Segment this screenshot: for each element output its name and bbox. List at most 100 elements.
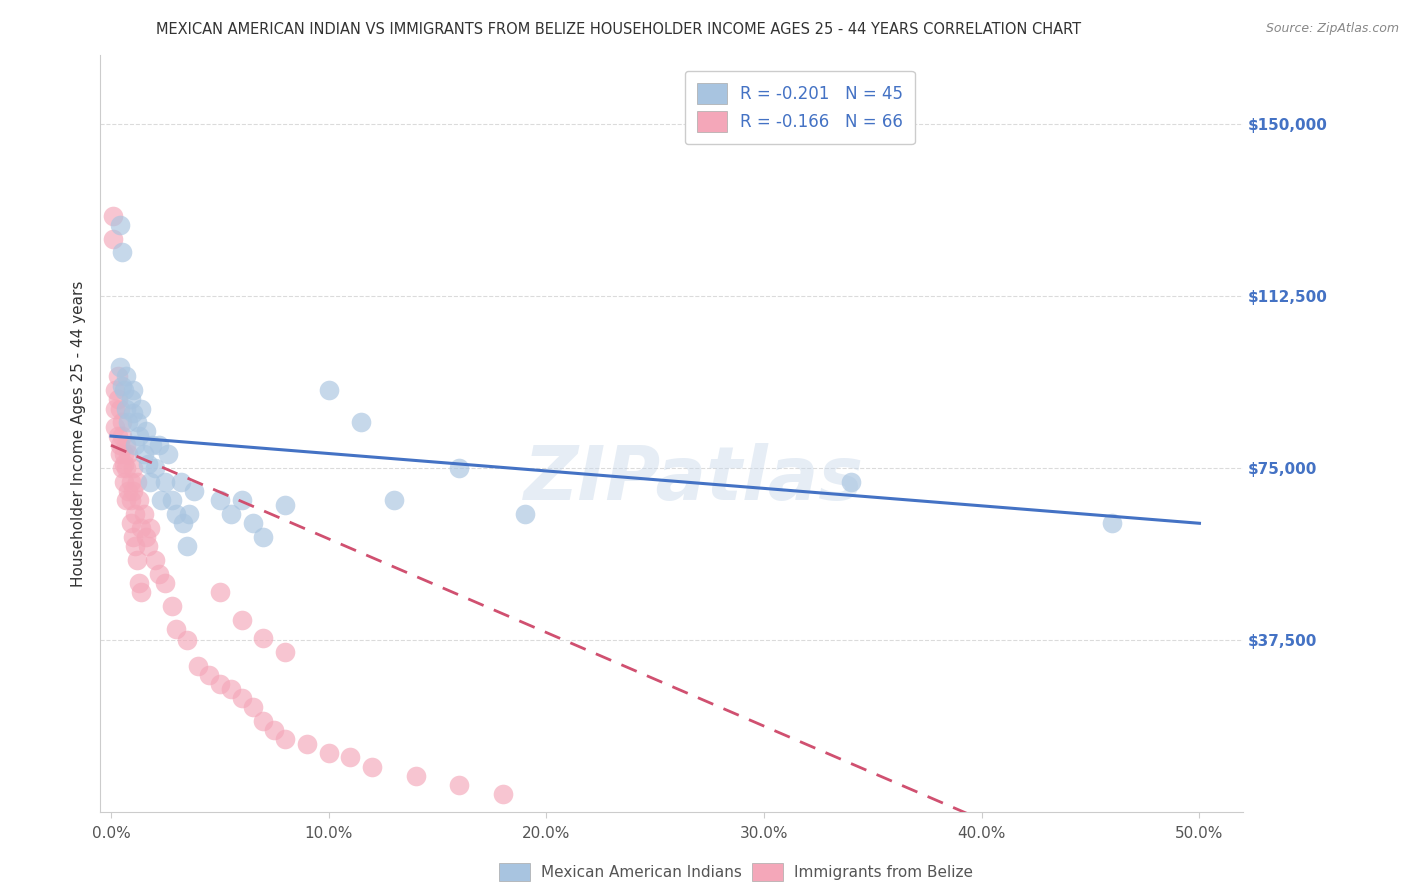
Point <box>513 507 536 521</box>
Point <box>176 539 198 553</box>
Point <box>141 438 163 452</box>
Point <box>132 447 155 461</box>
Point <box>108 218 131 232</box>
Point <box>449 461 471 475</box>
Point <box>208 585 231 599</box>
Point <box>108 360 131 375</box>
Point <box>160 493 183 508</box>
Point <box>139 475 162 489</box>
Point <box>208 493 231 508</box>
Point <box>242 516 264 531</box>
Point <box>1101 516 1123 531</box>
Point <box>274 498 297 512</box>
Point <box>111 415 134 429</box>
Point <box>115 461 138 475</box>
Point <box>117 484 139 499</box>
Point <box>350 415 373 429</box>
Point <box>111 245 134 260</box>
Point <box>148 438 170 452</box>
Point <box>136 457 159 471</box>
Point <box>208 677 231 691</box>
Point <box>111 378 134 392</box>
Point <box>120 392 142 407</box>
Point <box>231 493 253 508</box>
Point <box>187 658 209 673</box>
Point <box>128 493 150 508</box>
Point <box>318 746 340 760</box>
Point <box>139 521 162 535</box>
Point <box>179 507 201 521</box>
Point <box>121 484 143 499</box>
Text: Source: ZipAtlas.com: Source: ZipAtlas.com <box>1265 22 1399 36</box>
Point <box>135 530 157 544</box>
Text: Mexican American Indians: Mexican American Indians <box>541 865 742 880</box>
Point <box>120 493 142 508</box>
Point <box>176 633 198 648</box>
Point <box>148 566 170 581</box>
Point <box>219 681 242 696</box>
Point <box>124 539 146 553</box>
Point <box>295 737 318 751</box>
Point <box>107 429 129 443</box>
Point <box>108 401 131 416</box>
Point <box>107 392 129 407</box>
Point <box>252 714 274 728</box>
Point <box>121 406 143 420</box>
Point <box>242 699 264 714</box>
Legend: R = -0.201   N = 45, R = -0.166   N = 66: R = -0.201 N = 45, R = -0.166 N = 66 <box>685 71 915 144</box>
Point <box>172 516 194 531</box>
Point <box>263 723 285 737</box>
Point <box>219 507 242 521</box>
Point <box>136 539 159 553</box>
Point <box>108 438 131 452</box>
Point <box>111 461 134 475</box>
Point <box>274 731 297 746</box>
Point <box>183 484 205 499</box>
Point <box>405 769 427 783</box>
Point <box>108 447 131 461</box>
Point <box>112 457 135 471</box>
Point <box>252 631 274 645</box>
Point <box>124 507 146 521</box>
Point <box>120 516 142 531</box>
Text: MEXICAN AMERICAN INDIAN VS IMMIGRANTS FROM BELIZE HOUSEHOLDER INCOME AGES 25 - 4: MEXICAN AMERICAN INDIAN VS IMMIGRANTS FR… <box>156 22 1081 37</box>
Point <box>135 425 157 439</box>
Point <box>231 690 253 705</box>
Point <box>104 401 127 416</box>
Point <box>274 645 297 659</box>
Point <box>155 576 177 591</box>
Point <box>382 493 405 508</box>
Point <box>117 415 139 429</box>
Point <box>121 461 143 475</box>
Point <box>492 787 515 801</box>
Point <box>112 475 135 489</box>
Point <box>165 507 187 521</box>
Point <box>132 507 155 521</box>
Point <box>128 576 150 591</box>
Point <box>121 530 143 544</box>
Point <box>318 383 340 397</box>
Point <box>170 475 193 489</box>
Point <box>127 553 149 567</box>
Point <box>361 759 384 773</box>
Point <box>115 493 138 508</box>
Point <box>143 461 166 475</box>
Point <box>160 599 183 613</box>
Point <box>120 475 142 489</box>
Point <box>155 475 177 489</box>
Point <box>121 383 143 397</box>
Point <box>115 438 138 452</box>
Point <box>150 493 173 508</box>
Point <box>339 750 361 764</box>
Point <box>131 521 153 535</box>
Y-axis label: Householder Income Ages 25 - 44 years: Householder Income Ages 25 - 44 years <box>72 281 86 587</box>
Point <box>111 429 134 443</box>
Point <box>115 401 138 416</box>
Point <box>143 553 166 567</box>
Point <box>127 475 149 489</box>
Point <box>131 585 153 599</box>
Point <box>198 667 221 681</box>
Point <box>127 415 149 429</box>
Point <box>131 401 153 416</box>
Point <box>252 530 274 544</box>
